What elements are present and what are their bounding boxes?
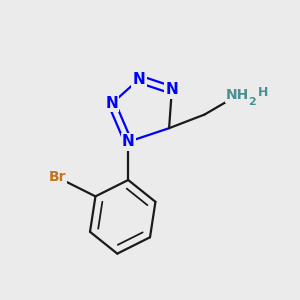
Text: N: N — [165, 82, 178, 98]
Text: NH: NH — [226, 88, 249, 103]
Text: N: N — [133, 72, 146, 87]
Text: 2: 2 — [248, 97, 256, 107]
Text: Br: Br — [49, 170, 66, 184]
Text: N: N — [122, 134, 135, 149]
Text: N: N — [105, 96, 118, 111]
Text: H: H — [258, 86, 268, 99]
